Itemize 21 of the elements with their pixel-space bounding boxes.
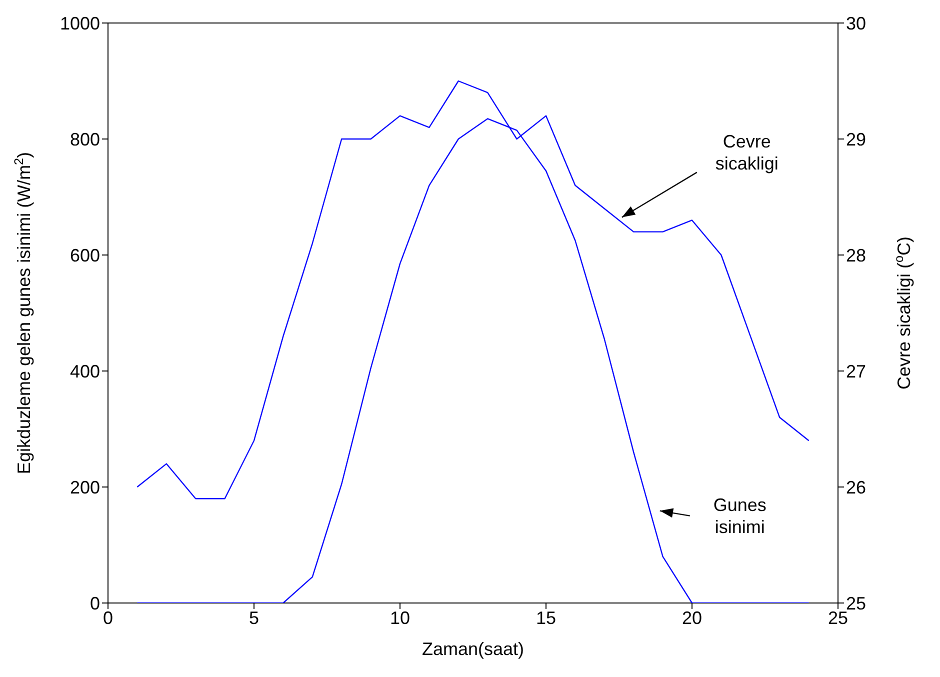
annotation: Cevre sicakligi [715, 131, 778, 174]
y-tick-label: 200 [70, 477, 100, 498]
annotation: Gunes isinimi [713, 494, 766, 537]
x-tick-label: 10 [390, 608, 410, 628]
y-tick-label: 800 [70, 129, 100, 150]
y2-tick-label: 25 [846, 593, 866, 614]
y2-tick-label: 26 [846, 477, 866, 498]
y-tick-label: 1000 [60, 13, 100, 34]
x-tick-label: 25 [828, 608, 848, 628]
x-tick-label: 5 [248, 608, 260, 628]
x-tick-label: 15 [536, 608, 556, 628]
y2-tick-label: 30 [846, 13, 866, 34]
y2-tick-label: 29 [846, 129, 866, 150]
x-axis-title: Zaman(saat) [422, 639, 524, 659]
y2-tick-label: 27 [846, 361, 866, 382]
y-tick-label: 0 [90, 593, 100, 614]
x-tick-label: 0 [102, 608, 114, 628]
y-tick-label: 600 [70, 245, 100, 266]
y-tick-label: 400 [70, 361, 100, 382]
x-tick-label: 20 [682, 608, 702, 628]
y2-tick-label: 28 [846, 245, 866, 266]
